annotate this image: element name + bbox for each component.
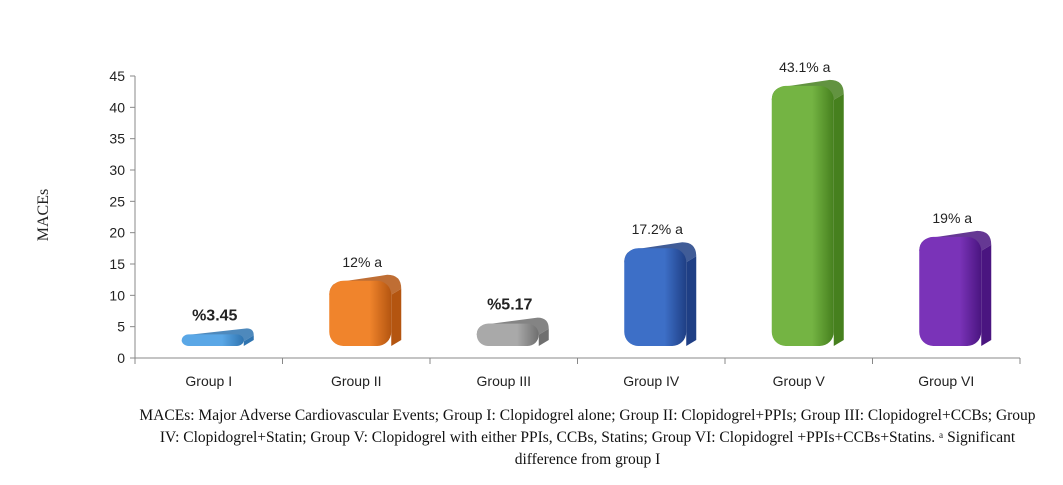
- bar: [476, 323, 539, 346]
- bar: [329, 280, 392, 346]
- bar-data-label: %5.17: [487, 297, 532, 314]
- bar-data-label: 19% a: [932, 210, 972, 226]
- x-tick-label: Group IV: [623, 373, 680, 389]
- axes: 0 5 10 15 20 25 30 35 40 45: [109, 68, 1021, 366]
- y-tick-label: 0: [117, 350, 125, 366]
- bar-side: [686, 256, 697, 346]
- bar-side: [538, 328, 549, 346]
- figure-caption: MACEs: Major Adverse Cardiovascular Even…: [139, 407, 1036, 468]
- y-tick-label: 25: [109, 193, 125, 209]
- bar-data-label: 17.2% a: [632, 221, 684, 237]
- bar-data-label: %3.45: [192, 307, 237, 324]
- labels: %3.45 Group I 12% a Group II %5.17 Group III 1…: [185, 59, 974, 389]
- x-tick-label: Group III: [477, 373, 531, 389]
- y-tick-label: 5: [117, 319, 125, 335]
- y-tick-label: 30: [109, 162, 125, 178]
- x-tick-label: Group II: [331, 373, 382, 389]
- x-tick-label: Group V: [773, 373, 826, 389]
- bar-chart: MACEs 0 5 10 15 20 25 30 35 40 45 %3.45 Group I 12%…: [35, 59, 1021, 389]
- y-tick-label: 35: [109, 131, 125, 147]
- y-tick-label: 40: [109, 99, 125, 115]
- x-tick-label: Group VI: [918, 373, 974, 389]
- y-tick-label: 45: [109, 68, 125, 84]
- y-tick-label: 15: [109, 256, 125, 272]
- bar: [624, 248, 687, 346]
- bar: [181, 334, 244, 346]
- bar-data-label: 12% a: [342, 254, 382, 270]
- y-tick-label: 20: [109, 225, 125, 241]
- bar: [771, 85, 834, 346]
- bar-side: [391, 288, 402, 346]
- y-axis-label: MACEs: [35, 189, 52, 241]
- bar-side: [981, 244, 992, 346]
- x-tick-label: Group I: [185, 373, 232, 389]
- bars: [181, 79, 992, 346]
- y-tick-label: 10: [109, 287, 125, 303]
- bar-data-label: 43.1% a: [779, 59, 831, 75]
- bar: [919, 236, 982, 346]
- bar-side: [243, 335, 254, 346]
- bar-side: [833, 93, 844, 346]
